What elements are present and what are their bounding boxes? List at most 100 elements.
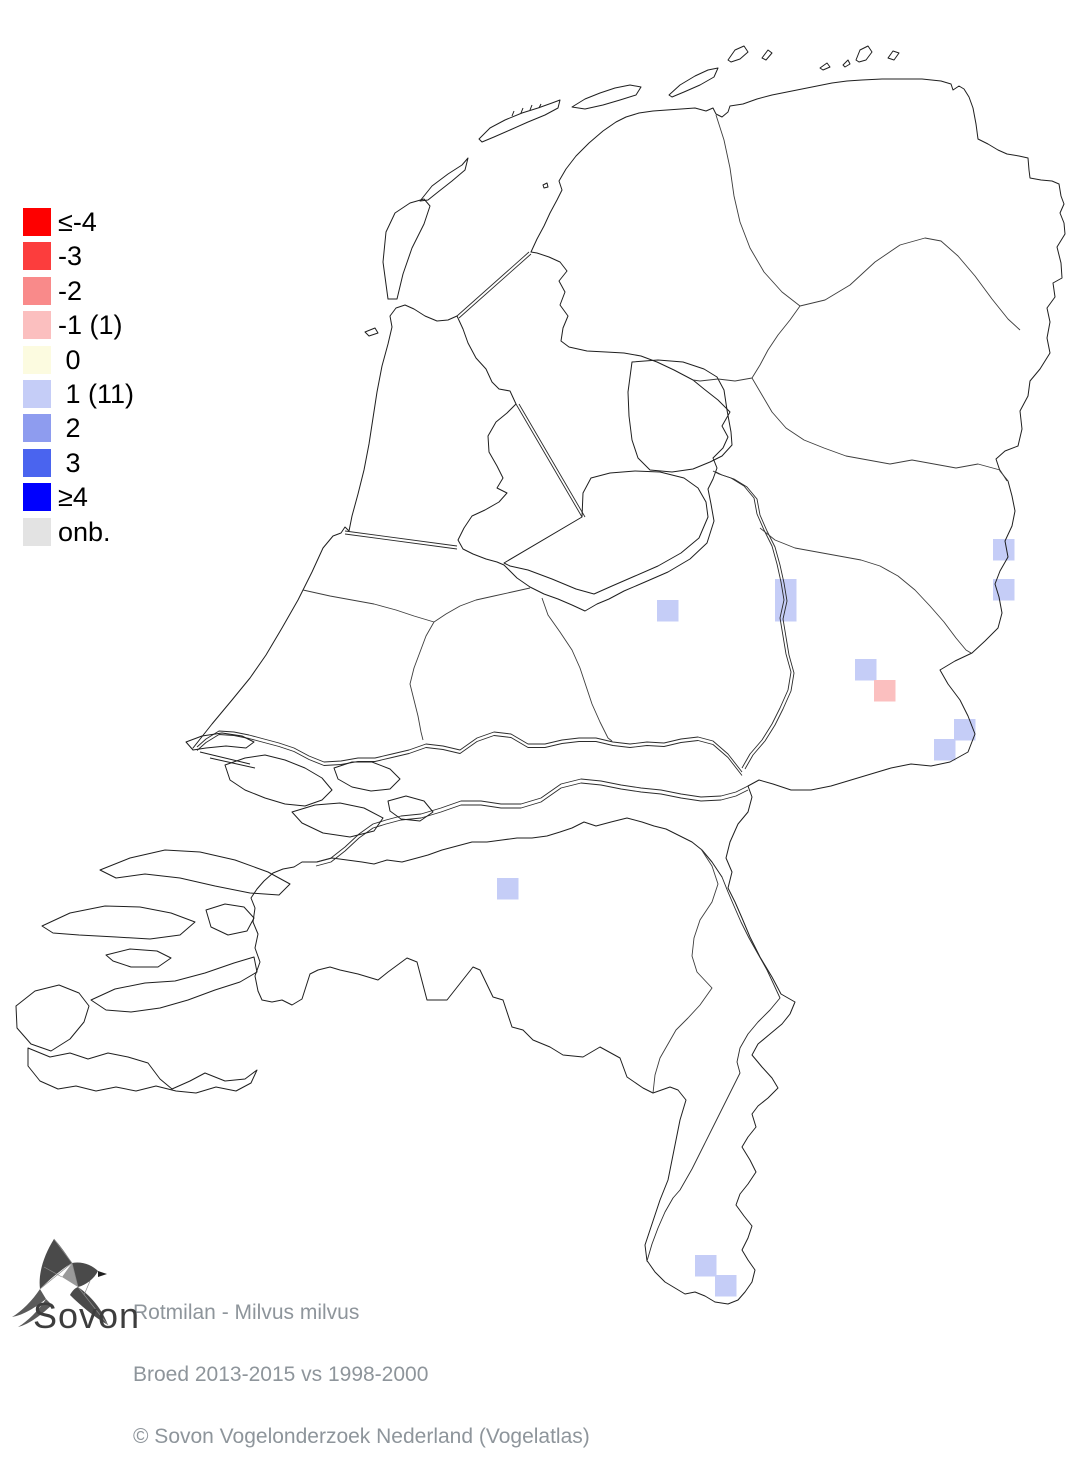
eiland-van-dordrecht (387, 795, 434, 822)
legend-label: 2 (58, 413, 81, 444)
zuid-beveland (90, 956, 258, 1013)
legend-swatch (23, 242, 51, 271)
noord-beveland (105, 948, 172, 968)
legend-swatch (23, 208, 51, 236)
atlas-grid-cell (497, 878, 519, 900)
legend-swatch (23, 414, 51, 443)
zeeuws-vlaanderen (27, 1047, 258, 1094)
island-texel (382, 198, 431, 300)
sovon-swallow-icon (12, 1238, 109, 1327)
island-ameland (571, 84, 642, 110)
coast-zuiderzee-west (456, 315, 517, 566)
atlas-grid-cell (934, 739, 956, 761)
map-canvas (12, 45, 1066, 1327)
island-rottumerplaat (855, 45, 873, 63)
wadden-islands (364, 45, 900, 337)
legend-swatch (23, 517, 51, 546)
ijsselmonde (333, 761, 401, 792)
river-maas-limburg (646, 876, 781, 1262)
atlas-grid-cell (695, 1255, 717, 1277)
tholen (205, 903, 255, 936)
sovon-wordmark: Sovon (33, 1295, 141, 1336)
island-schiermonnikoog (668, 67, 719, 98)
coast-randmeren-friesland (503, 251, 731, 612)
legend-label: 3 (58, 447, 81, 478)
legend-swatch (23, 345, 51, 374)
europoort-maasvlakte (185, 732, 255, 751)
harbor-line-2 (209, 757, 256, 769)
border-belgium-south (257, 957, 716, 1303)
delta-islands (15, 732, 434, 1094)
noordoostpolder-polygon (627, 359, 733, 473)
legend-item: -2 (23, 275, 134, 306)
legend-swatch (23, 276, 51, 305)
atlas-grid-cell (775, 579, 797, 601)
houtribdijk (515, 403, 583, 518)
border-germany-east (747, 321, 1051, 791)
island-simonszand (727, 45, 749, 63)
goeree-overflakkee (99, 849, 291, 896)
border-groningen-drenthe (799, 237, 1021, 331)
island-vlieland (419, 157, 469, 202)
legend-item: 2 (23, 413, 134, 444)
atlas-grid-cell (775, 600, 797, 622)
island-terschelling (478, 99, 561, 143)
legend-label: -3 (58, 241, 83, 272)
legend-item: -1 (1) (23, 311, 134, 340)
river-ijssel (712, 470, 792, 769)
legend-label: onb. (58, 516, 111, 547)
river-waal-merwede (315, 778, 749, 863)
legend-item: 1 (11) (23, 378, 135, 409)
legend-swatch (23, 483, 51, 512)
island-rottumeroog (887, 50, 900, 61)
legend-label: ≤-4 (58, 207, 97, 237)
hoeksche-waard (291, 802, 384, 838)
legend-item: ≥4 (23, 482, 134, 513)
caption-species: Rotmilan - Milvus milvus (133, 1301, 360, 1325)
border-friesland-overijssel (692, 377, 753, 382)
island-terschelling-dune-marks (511, 103, 542, 117)
atlas-grid-cell (954, 719, 976, 741)
border-germany-limburg (714, 785, 796, 1305)
harbor-line-1 (199, 751, 251, 765)
atlas-grid-cell (874, 680, 896, 702)
border-brabant-limburg (652, 848, 719, 1094)
schouwen-duiveland (41, 905, 196, 940)
legend-label: -2 (58, 275, 83, 306)
netherlands-atlas-map (12, 45, 1066, 1327)
atlas-grid-cell (993, 539, 1015, 561)
legend-swatch (23, 311, 51, 340)
river-nederrijn-lek (196, 730, 743, 773)
rivers (196, 251, 795, 867)
legend-item: -3 (23, 241, 134, 272)
legend-item: 3 (23, 447, 134, 478)
coast-friesland-groningen-north (530, 78, 1066, 323)
caption-period: Broed 2013-2015 vs 1998-2000 (133, 1362, 429, 1386)
border-overijssel-gelderland (759, 527, 972, 654)
atlas-squares-layer (497, 539, 1015, 1297)
border-drenthe-overijssel (751, 377, 1008, 482)
province-borders (302, 114, 1021, 1094)
island-griend (542, 182, 549, 189)
atlas-grid-cell (855, 659, 877, 681)
atlas-grid-cell (715, 1275, 737, 1297)
flevoland-polders (503, 359, 733, 595)
afsluitdijk (456, 251, 530, 317)
legend-label: 0 (58, 344, 81, 375)
legend-item: 0 (23, 344, 134, 375)
coastlines (192, 78, 1066, 1305)
legend-swatch (23, 448, 51, 477)
legend-label: ≥4 (58, 482, 88, 513)
legend-item: onb. (23, 516, 134, 547)
legend-label: 1 (11) (58, 378, 135, 409)
map-legend: ≤-4 -3 -2 -1 (1) 0 1 (11) 2 3 ≥4 onb. (23, 208, 134, 546)
island-rottum-west (761, 49, 773, 61)
caption-attribution: © Sovon Vogelonderzoek Nederland (Vogela… (133, 1424, 590, 1448)
atlas-grid-cell (993, 579, 1015, 601)
coast-west-brabant-river-southbank (250, 817, 723, 992)
legend-swatch (23, 379, 51, 408)
voorne-putten (224, 754, 333, 807)
noordzeekanaal (344, 530, 458, 547)
legend-item: ≤-4 (23, 208, 134, 236)
border-gelderland-utrecht (541, 597, 613, 742)
